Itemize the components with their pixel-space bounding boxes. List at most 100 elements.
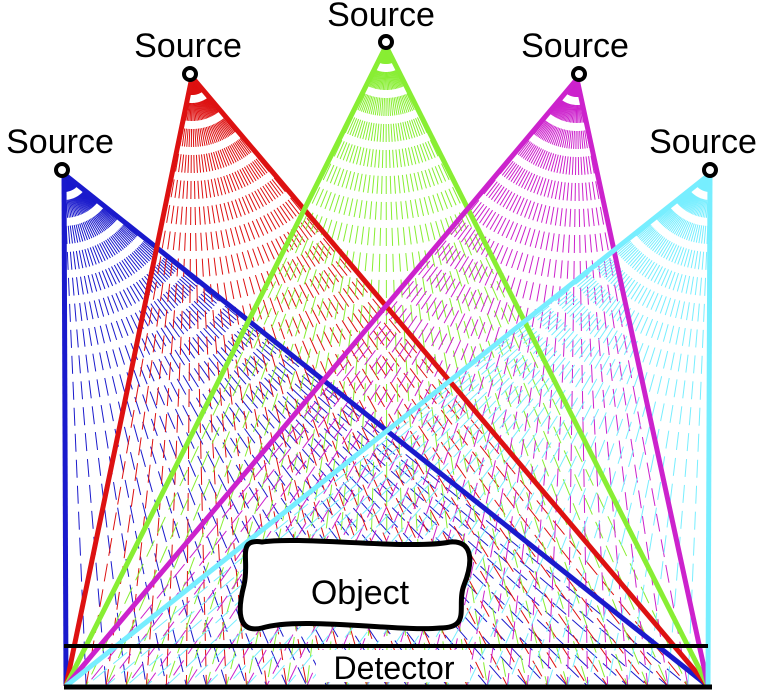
source-1-dashed-ray [63,173,107,687]
source-1-dashed-ray [63,173,227,687]
source-2-label: Source [134,27,242,65]
source-1-dashed-ray [63,173,568,687]
source-1-label: Source [6,123,114,161]
source-1-dashed-ray [63,173,187,687]
source-4-dashed-ray [266,78,578,687]
source-3-dashed-ray [385,45,649,687]
source-2: Source [134,27,242,82]
source-1-dashed-ray [63,173,207,687]
source-4-dashed-ray [85,78,578,687]
source-3-right-edge-ray [383,44,711,688]
source-2-dashed-ray [191,76,428,687]
source-4-dashed-ray [125,78,578,687]
source-3-dashed-ray [125,45,387,687]
source-4-dashed-ray [526,78,578,687]
source-3-dashed-ray [246,45,387,687]
source-5-dashed-ray [587,173,711,687]
source-5-label: Source [649,123,757,161]
source-5-dashed-ray [567,173,711,687]
source-3-label: Source [327,0,435,34]
source-1-dashed-ray [63,173,508,687]
detector: Detector [64,644,712,690]
source-4-dashed-ray [567,78,578,687]
source-5-dashed-ray [526,173,711,687]
source-5-dashed-ray [426,173,711,687]
detector-label-backdrop [316,650,470,682]
source-2-dashed-ray [191,76,569,687]
source-5-dashed-ray [667,173,711,687]
source-1-dashed-ray [63,173,468,687]
source-3-dashed-ray [385,45,689,687]
fan-edge-rays [61,44,713,688]
source-4-dashed-ray [346,78,578,687]
source-5-dashed-ray [105,173,711,687]
source-3-dashed-ray [266,45,387,687]
source-2-dashed-ray [185,76,193,687]
source-2-dashed-ray [191,76,227,687]
source-2-dashed-ray [165,76,193,687]
object-label: Object [311,574,410,612]
source-2-dashed-ray [191,76,508,687]
object: Object [237,537,473,632]
source-2-dashed-ray [191,76,689,687]
source-4-dashed-ray [576,78,649,687]
source-2-dashed-ray [191,76,629,687]
source-5: Source [649,123,757,178]
source-3-dashed-ray [385,45,569,687]
source-2-dashed-ray [191,76,528,687]
source-3-dashed-ray [145,45,387,687]
source-1-dashed-ray [63,173,629,687]
source-1-dashed-ray [63,173,669,687]
source-4-left-edge-ray [64,77,579,688]
source-5-dashed-ray [165,173,711,687]
source-5-dashed-ray [547,173,711,687]
source-1-left-edge-ray [61,173,69,687]
source-4-label: Source [521,27,629,65]
source-1-dashed-ray [63,173,288,687]
source-4-dashed-ray [145,78,578,687]
source-5-dashed-ray [607,173,711,687]
source-2-left-edge-ray [63,76,195,687]
source-3-dashed-ray [385,45,528,687]
source-4-dashed-ray [576,78,589,687]
source-1-dashed-ray [63,173,167,687]
source-5-dashed-ray [466,173,711,687]
source-1-dashed-ray [63,173,147,687]
source-2-point [182,66,198,82]
source-5-dashed-ray [627,173,711,687]
source-4-right-edge-ray [574,78,711,687]
source-1-dashed-ray [63,173,548,687]
source-4-dashed-ray [547,78,578,687]
source-2-dashed-ray [191,76,649,687]
sources: Source Source Source Source Source [6,0,757,178]
source-5-dashed-ray [486,173,711,687]
source-5-point [702,162,718,178]
source-2-dashed-ray [191,76,207,687]
source-1-dashed-ray [63,173,248,687]
source-4-dashed-ray [165,78,578,687]
source-2-dashed-ray [191,76,488,687]
source-2-dashed-ray [191,76,408,687]
source-3-dashed-ray [385,45,629,687]
object-outline [237,537,473,632]
source-4-dashed-ray [486,78,578,687]
source-1-point [54,162,70,178]
source-4-dashed-ray [506,78,578,687]
source-5-dashed-ray [647,173,711,687]
source-4-dashed-ray [105,78,578,687]
source-5-dashed-ray [506,173,711,687]
source-2-dashed-ray [125,76,193,687]
source-1-dashed-ray [63,173,348,687]
source-1: Source [6,123,114,178]
source-3-dashed-ray [185,45,387,687]
detector-label: Detector [334,650,455,686]
source-3-dashed-ray [205,45,387,687]
source-5-left-edge-ray [64,172,712,688]
source-3-left-edge-ray [63,44,389,688]
source-5-right-edge-ray [705,173,713,687]
source-3-dashed-ray [85,45,387,687]
source-3-dashed-ray [385,45,508,687]
source-3-dashed-ray [385,45,589,687]
source-3: Source [327,0,435,50]
